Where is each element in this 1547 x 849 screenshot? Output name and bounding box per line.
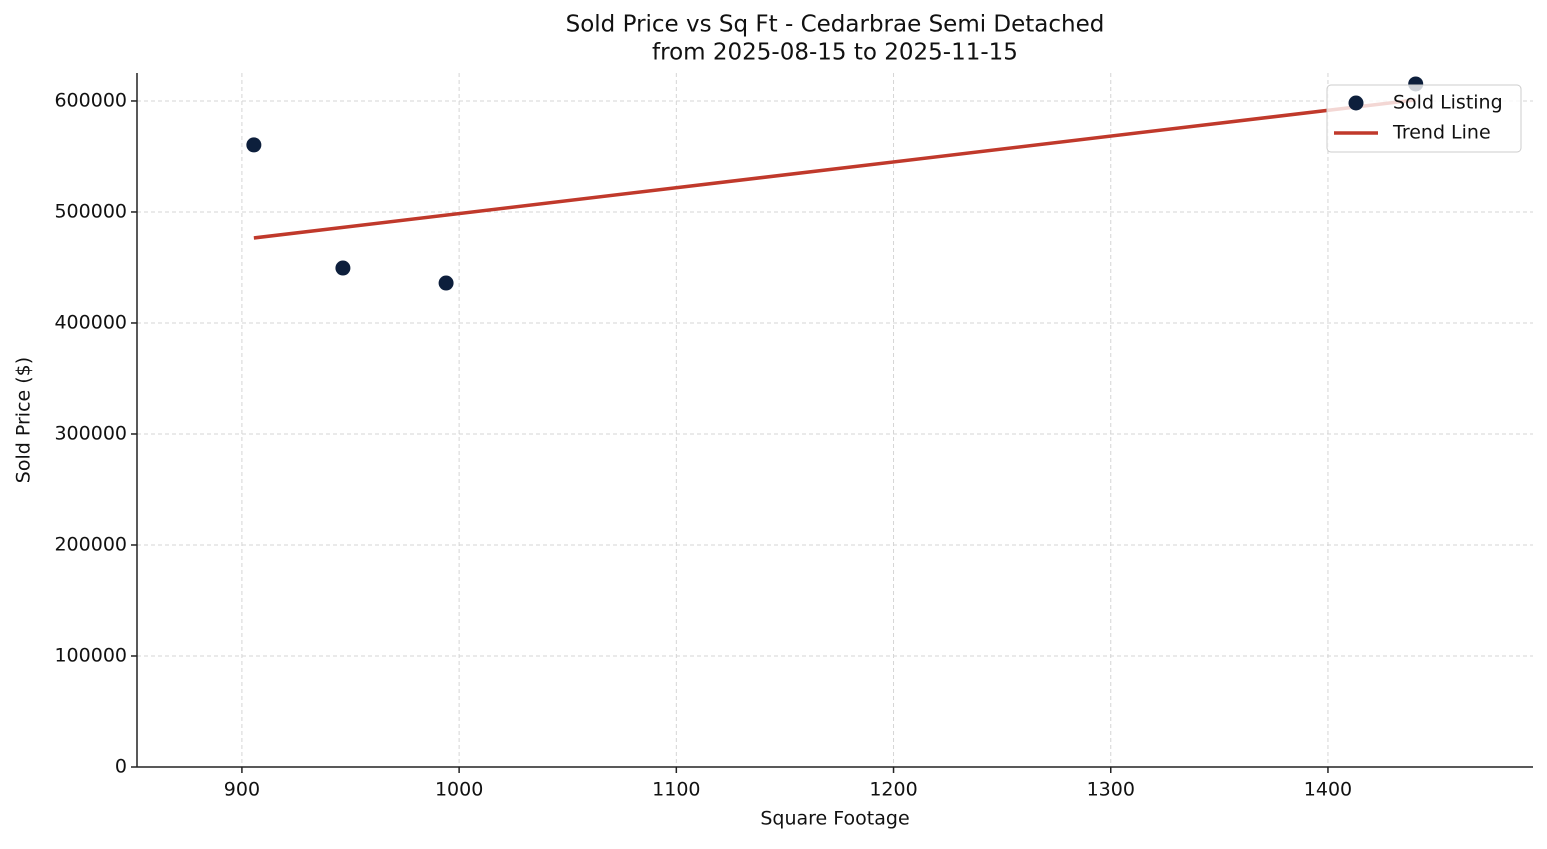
- y-tick-label: 500000: [54, 200, 127, 222]
- y-axis-label: Sold Price ($): [13, 357, 35, 483]
- y-tick-label: 300000: [54, 422, 127, 444]
- legend: Sold Listing Trend Line: [1326, 84, 1522, 153]
- y-tick-label: 400000: [54, 311, 127, 333]
- x-tick-label: 900: [224, 779, 260, 801]
- data-point: [438, 275, 454, 291]
- x-axis-label: Square Footage: [760, 808, 909, 830]
- legend-label: Trend Line: [1392, 122, 1491, 144]
- data-point: [246, 137, 262, 153]
- y-tick-label: 200000: [54, 533, 127, 555]
- x-tick-label: 1400: [1304, 779, 1352, 801]
- data-point: [335, 260, 351, 276]
- legend-label: Sold Listing: [1393, 92, 1503, 114]
- x-tick-label: 1300: [1087, 779, 1135, 801]
- y-tick-label: 600000: [54, 89, 127, 111]
- legend-marker: [1348, 95, 1364, 111]
- chart-title: Sold Price vs Sq Ft - Cedarbrae Semi Det…: [566, 12, 1105, 38]
- chart-subtitle: from 2025-08-15 to 2025-11-15: [652, 40, 1018, 66]
- y-tick-label: 0: [115, 756, 127, 778]
- x-tick-label: 1200: [869, 779, 917, 801]
- y-tick-label: 100000: [54, 644, 127, 666]
- x-tick-label: 1100: [652, 779, 700, 801]
- x-tick-label: 1000: [435, 779, 483, 801]
- trend-line: [253, 98, 1416, 240]
- legend-box: [1326, 84, 1522, 153]
